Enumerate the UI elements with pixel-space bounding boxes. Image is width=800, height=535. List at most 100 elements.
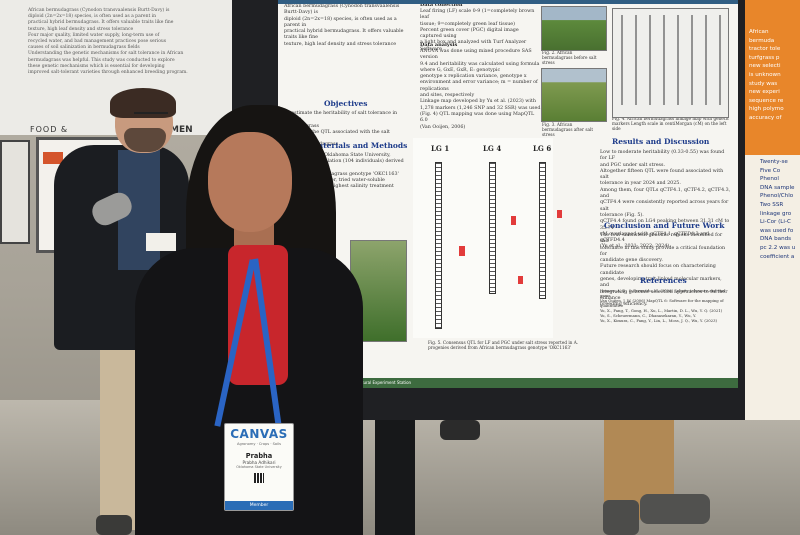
data-collection-line: Percent green cover (PGC) digital image …: [420, 27, 519, 40]
objectives-heading: Objectives: [324, 99, 368, 108]
materials-heading: Materials and Methods: [310, 141, 408, 150]
chromosome-lg6: [539, 162, 546, 299]
conclusion-heading: Conclusion and Future Work: [604, 221, 725, 230]
man-shoe: [96, 515, 132, 535]
results-line: cM overlapped with qCTF4.1, qCTFD4.3 and…: [600, 231, 710, 244]
reference-line: Yu, X., Kimura, C., Fang, Y., Lin, L., M…: [600, 318, 717, 323]
rp-line: bermuda: [749, 37, 775, 44]
data-analysis-line: genotype x replication variance, genotyp…: [420, 74, 527, 80]
materials-line: Plant materials, Oklahoma State Universi…: [284, 153, 391, 158]
data-analysis-line: (Fig. 4) QTL mapping was done using MapQ…: [420, 111, 535, 124]
adjacent-poster-orange-band: African bermuda tractor tole turfgrass p…: [745, 0, 800, 155]
rp-line: Phenol/Chlo: [760, 193, 794, 200]
person-legs-dark: [375, 420, 415, 535]
background-poster-line: diploid (2n=2x=18) species, is often use…: [28, 14, 157, 20]
reference-line: Yu, X., Fang, T., Gong, H., Xu, L., Mart…: [600, 308, 723, 313]
fig2-caption: Fig. 2. African bermudagrass before salt…: [542, 50, 597, 66]
rp-line: Phenol: [760, 176, 779, 183]
rp-line: Two SSR: [760, 201, 784, 208]
qr-code-icon: [254, 473, 264, 483]
rp-line: Li-Cor (Li-C: [760, 219, 791, 226]
qtl-marker: [557, 210, 562, 218]
badge-institution: Oklahoma State University: [236, 465, 282, 469]
data-collection-text: Leaf firing (LF) scale 0-9 (1=completely…: [420, 9, 542, 53]
results-line: tolerance (Fig. 5).: [600, 212, 644, 218]
conclusion-line: genes, developing trait-linked molecular…: [600, 277, 722, 289]
materials-line: (3) The lowest and highest salinity trea…: [284, 184, 394, 190]
man-name-badge: [146, 233, 176, 251]
conclusion-line: integrating genomic selection approaches…: [600, 289, 728, 301]
data-analysis-line: where G, GxE, GxR, E: genotypic: [420, 67, 501, 73]
data-analysis-line: 9.4 and heritability was calculated usin…: [420, 61, 540, 67]
results-line: qCTF4.4 found on LG4 peaking between 31.…: [600, 219, 730, 231]
rp-line: new selecti: [749, 63, 781, 70]
data-analysis-line: (Van Ooijen, 2006): [420, 124, 466, 130]
reference-line: Van Ooijen, J. W. (2006) MapQTL 6: Softw…: [600, 298, 724, 308]
men-sign: MEN: [170, 125, 193, 135]
field-photo-before: [541, 6, 607, 51]
references-text: Hanson, A. B., & Fernando, M. (2006) Sal…: [600, 288, 732, 323]
conclusion-line: candidate gene discovery.: [600, 258, 663, 264]
badge-subtitle: Agronomy · Crops · Soils: [237, 442, 281, 446]
results-line: Among them, four QTLs qCTF4.1, qCTF4.2, …: [600, 187, 731, 200]
badge-title: CANVAS: [230, 427, 288, 441]
adjacent-poster-top-text: African bermuda tractor tole turfgrass p…: [749, 28, 784, 123]
background-poster-line: Understanding the genetic mechanisms for…: [28, 51, 184, 57]
background-poster-line: texture, high leaf density and stress to…: [28, 26, 134, 32]
background-poster-line: practical hybrid bermudagrass. It offers…: [28, 20, 174, 26]
background-poster-line: bermudagrass was helpful. This study was…: [28, 57, 175, 63]
rp-line: African: [749, 29, 769, 35]
background-poster-line: improved salt-tolerant varieties through…: [28, 70, 188, 76]
badge-name: Prabha: [245, 452, 273, 460]
chromosome-lg4: [489, 162, 496, 294]
rp-line: DNA sample: [760, 184, 795, 191]
qtl-marker: [511, 216, 516, 225]
conclusion-line: breeding efficiency.: [600, 302, 648, 308]
rp-line: linkage gro: [760, 210, 792, 217]
rp-line: is unknown: [749, 71, 781, 78]
fig5-caption: Fig. 5. Consensus QTL for LF and PGC und…: [428, 340, 579, 351]
materials-line: (2) Using fresh water, tried water-solub…: [284, 178, 385, 184]
intro-line: African bermudagrass (Cynodon transvaale…: [284, 4, 400, 16]
results-line: Low to moderate heritability (0.33-0.55)…: [600, 150, 725, 162]
rp-line: sequence re: [749, 97, 784, 104]
adjacent-poster-body-text: Twenty-se Five Co Phenol DNA sample Phen…: [760, 158, 800, 261]
results-line: Altogether fifteen QTL were found associ…: [600, 168, 724, 181]
results-line: qCTF4.4 were consistently reported acros…: [600, 200, 729, 212]
rp-line: accuracy of: [749, 114, 782, 121]
rp-line: DNA bands: [760, 236, 792, 243]
background-poster-line: recycled water, and bad management pract…: [28, 39, 167, 45]
background-poster-line: African bermudagrass (Cynodon transvaale…: [28, 8, 170, 13]
reference-line: Hanson, A. B., & Fernando, M. (2006) Sal…: [600, 288, 725, 298]
conclusion-line: Future research should focus on characte…: [600, 264, 716, 276]
results-heading: Results and Discussion: [612, 137, 710, 146]
linkage-map-image: [612, 8, 729, 118]
rp-line: coefficient a: [760, 253, 795, 260]
data-analysis-text: ANOVA was done using mixed procedure SAS…: [420, 49, 542, 131]
far-left-board: [0, 140, 30, 244]
poster-intro-text: African bermudagrass (Cynodon transvaale…: [284, 4, 410, 48]
badge-full-name: Prabha Adhikari: [242, 460, 276, 465]
results-line: tolerance in year 2024 and 2025.: [600, 181, 681, 187]
shoe: [440, 420, 480, 440]
food-sign: FOOD &: [30, 125, 69, 134]
reference-line: Yu, S., Scheuermann, C., Dhanasekaran, Y…: [600, 313, 697, 318]
references-heading: References: [640, 276, 687, 285]
materials-line: the African bermudagrass genotype 'OKC11…: [284, 171, 399, 177]
lg-label: LG 1: [431, 144, 450, 153]
data-collection-line: tissue; 9=completely green leaf tissue): [420, 21, 516, 27]
rp-line: tractor tole: [749, 46, 781, 53]
background-poster-line: Four major quality, limited water supply…: [28, 32, 160, 38]
rp-line: study was: [749, 80, 778, 87]
background-poster-text: African bermudagrass (Cynodon transvaale…: [28, 8, 218, 76]
intro-line: texture, high leaf density and stress to…: [284, 41, 397, 47]
data-analysis-line: and sites, respectively: [420, 93, 475, 99]
data-analysis-line: Linkage map developed by Yu et al. (2023…: [420, 99, 536, 105]
lg-label: LG 4: [483, 144, 502, 153]
glasses: [134, 112, 168, 122]
rp-line: pc 2.2 was u: [760, 244, 796, 251]
results-text: Low to moderate heritability (0.33-0.55)…: [600, 150, 732, 251]
poster-top-banner: [278, 0, 738, 4]
data-analysis-heading: Data analysis: [420, 42, 458, 48]
